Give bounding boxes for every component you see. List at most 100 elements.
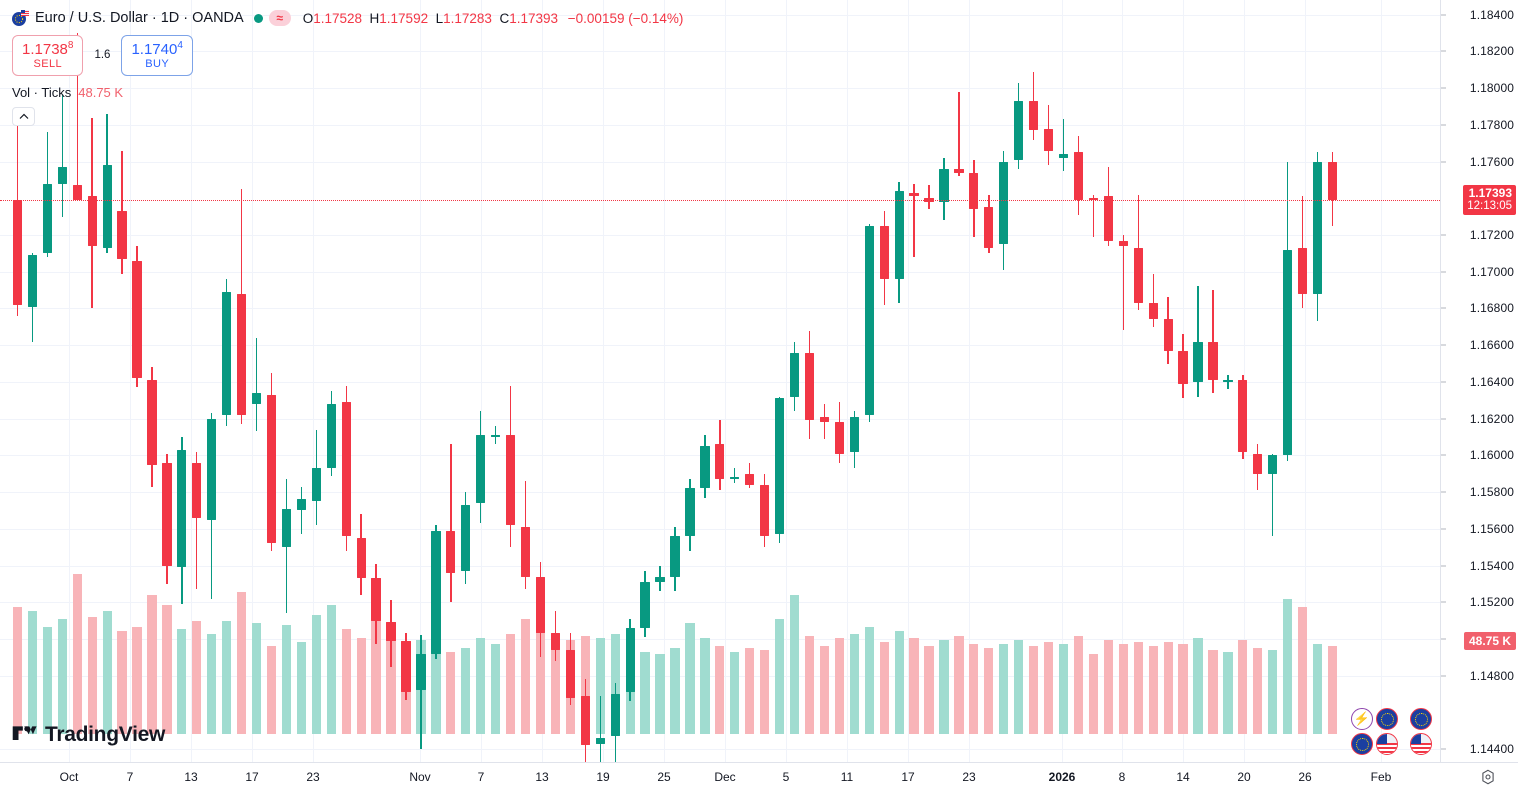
- volume-bar: [700, 637, 710, 734]
- volume-bar: [954, 635, 964, 734]
- candle-wick: [76, 33, 78, 188]
- candle-body: [1133, 247, 1143, 303]
- volume-bar: [371, 612, 381, 734]
- us-flag-icon[interactable]: [1410, 733, 1432, 755]
- price-tick-dash: [1441, 271, 1446, 273]
- eu-flag-icon[interactable]: [1410, 708, 1432, 730]
- volume-bar: [969, 643, 979, 734]
- candle-body: [1043, 128, 1054, 151]
- candle-body: [550, 633, 561, 650]
- ohlc-values: O1.17528 H1.17592 L1.17283 C1.17393 −0.0…: [303, 11, 684, 26]
- eu-flag-icon[interactable]: [1351, 733, 1373, 755]
- sell-price: 1.17388: [22, 40, 74, 58]
- volume-bar: [12, 606, 23, 734]
- vertical-gridline: [69, 0, 70, 762]
- bolt-icon[interactable]: ⚡: [1351, 708, 1373, 730]
- chart-settings-gear-icon[interactable]: [1480, 769, 1496, 785]
- volume-bar: [236, 592, 247, 734]
- price-tick-dash: [1441, 50, 1446, 52]
- time-tick-label: 14: [1176, 770, 1190, 784]
- candle-body: [595, 738, 605, 744]
- vertical-gridline: [847, 0, 848, 762]
- current-price-badge[interactable]: 1.17393 12:13:05: [1463, 184, 1516, 215]
- time-tick-label: 17: [245, 770, 259, 784]
- price-tick-label: 1.15600: [1469, 521, 1514, 536]
- price-tick-label: 1.18400: [1469, 7, 1514, 22]
- volume-bar: [72, 574, 82, 734]
- vertical-gridline: [252, 0, 253, 762]
- candle-body: [416, 653, 426, 691]
- eu-flag-icon[interactable]: [1376, 708, 1398, 730]
- ohlc-change: −0.00159 (−0.14%): [567, 10, 684, 26]
- candle-body: [1178, 350, 1188, 384]
- price-tick-label: 1.14400: [1469, 742, 1514, 757]
- vertical-gridline: [664, 0, 665, 762]
- horizontal-gridline: [0, 161, 1440, 163]
- ohlc-high-value: 1.17592: [379, 10, 429, 26]
- price-tick-label: 1.17200: [1469, 228, 1514, 243]
- price-tick-label: 1.16400: [1469, 374, 1514, 389]
- volume-bar: [27, 610, 38, 734]
- price-scale[interactable]: 1.18400 1.18200 1.18000 1.17800 1.17600 1.172…: [1440, 0, 1518, 762]
- candle-wick: [450, 444, 452, 603]
- price-tick-label: 1.15200: [1469, 595, 1514, 610]
- event-row-bottom: [1351, 733, 1432, 755]
- sell-price-sup: 8: [67, 40, 74, 51]
- volume-bar: [192, 621, 202, 734]
- candle-body: [745, 473, 755, 485]
- volume-bar: [789, 594, 800, 734]
- chart-pane[interactable]: [0, 0, 1440, 762]
- candle-body: [266, 394, 277, 544]
- ohlc-close-value: 1.17393: [509, 10, 559, 26]
- candle-body: [461, 504, 471, 572]
- sell-button[interactable]: 1.17388 SELL: [12, 35, 84, 76]
- price-tick-dash: [1441, 454, 1446, 456]
- time-tick-label: 7: [126, 770, 134, 784]
- time-scale[interactable]: Oct 7 13 17 23 Nov 7 13 19 25 Dec 5 11 17 23 2026 8 14 20 2…: [0, 762, 1518, 790]
- candle-body: [431, 530, 441, 654]
- candle-body: [655, 576, 665, 583]
- candle-body: [894, 190, 904, 280]
- volume-bar: [804, 635, 815, 734]
- time-tick-label: 17: [901, 770, 915, 784]
- volume-bar: [162, 604, 172, 734]
- candle-wick: [958, 91, 960, 177]
- approx-badge[interactable]: ≈: [268, 10, 291, 26]
- price-tick-dash: [1441, 565, 1446, 567]
- candle-body: [72, 185, 82, 201]
- volume-bar: [102, 610, 112, 734]
- volume-legend[interactable]: Vol · Ticks 48.75 K: [12, 85, 683, 100]
- volume-bar: [476, 637, 486, 734]
- candle-body: [1073, 152, 1084, 201]
- us-flag-icon[interactable]: [1376, 733, 1398, 755]
- time-tick-label: Nov: [409, 770, 431, 784]
- candle-wick: [1152, 273, 1154, 327]
- volume-bar: [311, 615, 321, 734]
- candle-wick: [1272, 453, 1274, 537]
- price-tick-label: 1.18000: [1469, 81, 1514, 96]
- buy-button[interactable]: 1.17404 BUY: [121, 35, 193, 76]
- horizontal-gridline: [0, 308, 1440, 310]
- volume-bar: [266, 645, 277, 734]
- time-tick-label: Feb: [1370, 770, 1392, 784]
- buy-price-sup: 4: [177, 40, 183, 51]
- candle-wick: [913, 183, 915, 258]
- volume-legend-label: Vol · Ticks: [12, 84, 72, 100]
- candle-body: [685, 488, 695, 537]
- price-tick-label: 1.18200: [1469, 44, 1514, 59]
- volume-bar: [1133, 641, 1143, 734]
- candle-body: [222, 291, 232, 415]
- vertical-gridline: [191, 0, 192, 762]
- candle-body: [1298, 247, 1308, 294]
- collapse-legend-button[interactable]: [12, 106, 35, 126]
- volume-badge[interactable]: 48.75 K: [1463, 631, 1516, 650]
- price-tick-dash: [1441, 234, 1446, 236]
- symbol-title[interactable]: Euro / U.S. Dollar · 1D · OANDA: [35, 10, 244, 26]
- volume-bar: [431, 649, 441, 734]
- vertical-gridline: [1381, 0, 1382, 762]
- candle-body: [1312, 161, 1323, 294]
- price-tick-dash: [1441, 748, 1446, 750]
- horizontal-gridline: [0, 51, 1440, 53]
- price-tick-dash: [1441, 638, 1446, 640]
- candle-body: [356, 537, 366, 579]
